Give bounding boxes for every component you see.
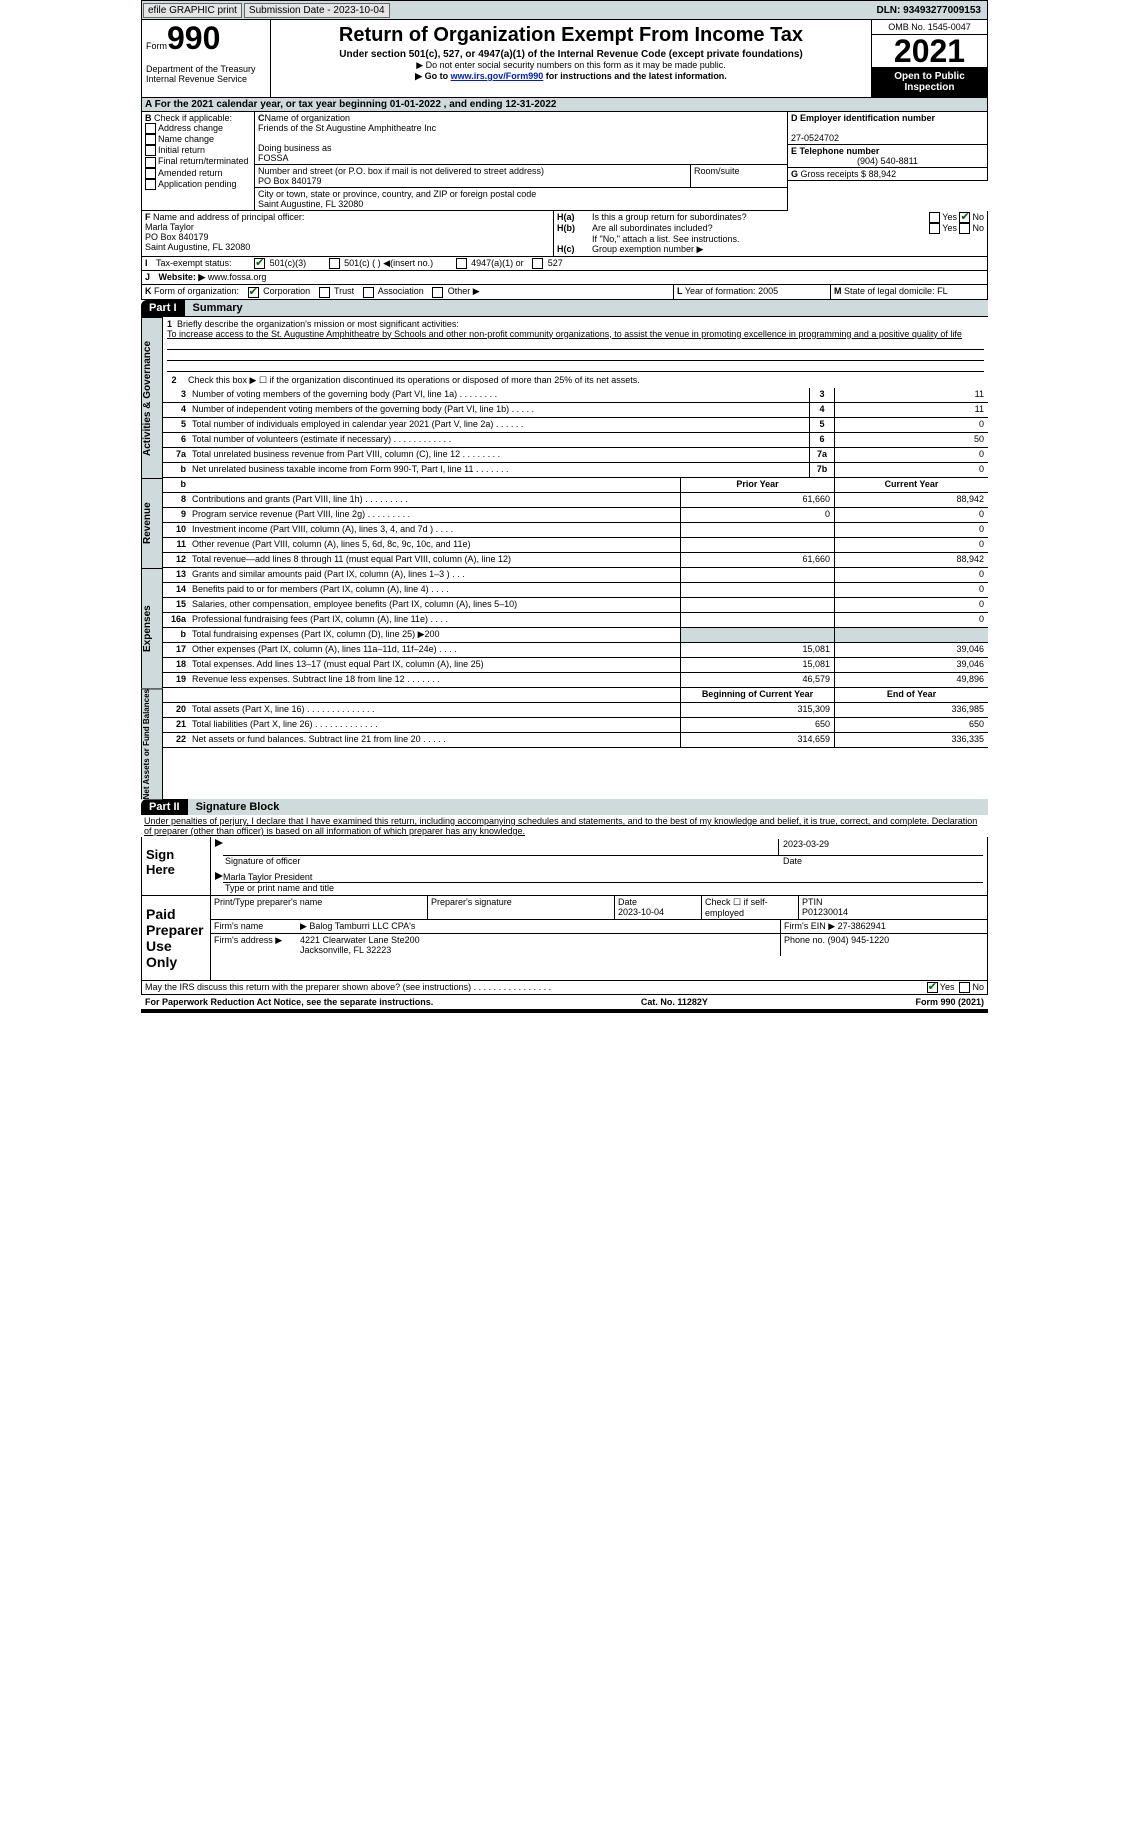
public-inspection: Open to Public Inspection [872,67,987,97]
city-state-zip: Saint Augustine, FL 32080 [258,199,363,209]
section-a: A For the 2021 calendar year, or tax yea… [141,98,988,112]
line-1: 1 Briefly describe the organization's mi… [163,317,988,374]
address: PO Box 840179 [258,176,322,186]
section-i: I Tax-exempt status: 501(c)(3) 501(c) ( … [141,257,988,271]
line-2: Check this box ▶ ☐ if the organization d… [185,374,988,388]
ein: 27-0524702 [791,133,839,143]
section-l: L Year of formation: 2005 [674,285,831,299]
part2-bar: Part IISignature Block [141,799,988,815]
subtitle-1: Under section 501(c), 527, or 4947(a)(1)… [275,49,867,60]
tab-expenses: Expenses [141,568,163,688]
subtitle-3: ▶ Go to www.irs.gov/Form990 for instruct… [275,71,867,82]
right-col: D Employer identification number27-05247… [788,112,988,211]
form-number: 990 [167,20,220,56]
form-title: Return of Organization Exempt From Incom… [275,24,867,47]
dln: DLN: 93493277009153 [876,5,987,16]
declaration: Under penalties of perjury, I declare th… [141,815,988,837]
cb-initial[interactable]: Initial return [158,145,205,155]
topbar: efile GRAPHIC print Submission Date - 20… [141,0,988,20]
tab-activities: Activities & Governance [141,317,163,478]
cb-name[interactable]: Name change [158,134,214,144]
col-begin: Beginning of Current Year [680,688,834,702]
irs-label: Internal Revenue Service [146,74,247,84]
cb-address[interactable]: Address change [158,123,223,133]
tax-year: 2021 [872,35,987,67]
page-1: efile GRAPHIC print Submission Date - 20… [141,0,988,1013]
section-m: M State of legal domicile: FL [831,285,988,299]
form-label: Form [146,41,167,51]
efile-btn[interactable]: efile GRAPHIC print [143,3,242,18]
sign-here: Sign Here 2023-03-29 Signature of office… [141,837,988,896]
dba: FOSSA [258,153,289,163]
irs-link[interactable]: www.irs.gov/Form990 [451,71,544,81]
cb-pending[interactable]: Application pending [158,179,237,189]
tab-netassets: Net Assets or Fund Balances [141,688,163,799]
part1-bar: Part ISummary [141,300,988,316]
paid-preparer: Paid Preparer Use Only Print/Type prepar… [141,896,988,981]
subtitle-2: ▶ Do not enter social security numbers o… [275,60,867,71]
phone: (904) 540-8811 [791,156,984,166]
cb-final[interactable]: Final return/terminated [158,156,249,166]
cb-amended[interactable]: Amended return [158,168,223,178]
website-link[interactable]: www.fossa.org [208,272,267,282]
dept-treasury: Department of the Treasury [146,64,256,74]
org-name: Friends of the St Augustine Amphitheatre… [258,123,436,133]
section-j: J Website: ▶ www.fossa.org [141,271,988,285]
col-end: End of Year [834,688,988,702]
submission-date: Submission Date - 2023-10-04 [244,3,390,18]
tab-revenue: Revenue [141,478,163,568]
col-prior: Prior Year [680,478,834,492]
section-k: K Form of organization: Corporation Trus… [141,285,674,299]
section-b: B Check if applicable: Address change Na… [141,112,255,211]
gross-receipts: 88,942 [869,169,897,179]
form-header: Form990 Department of the Treasury Inter… [141,20,988,98]
mission-text: To increase access to the St. Augustine … [167,329,962,339]
room-suite: Room/suite [690,165,787,187]
col-current: Current Year [834,478,988,492]
section-f: F Name and address of principal officer:… [141,211,554,257]
may-discuss: May the IRS discuss this return with the… [141,981,988,995]
section-h: H(a)Is this a group return for subordina… [554,211,988,257]
section-c: CName of organizationFriends of the St A… [255,112,788,211]
page-footer: For Paperwork Reduction Act Notice, see … [141,995,988,1009]
